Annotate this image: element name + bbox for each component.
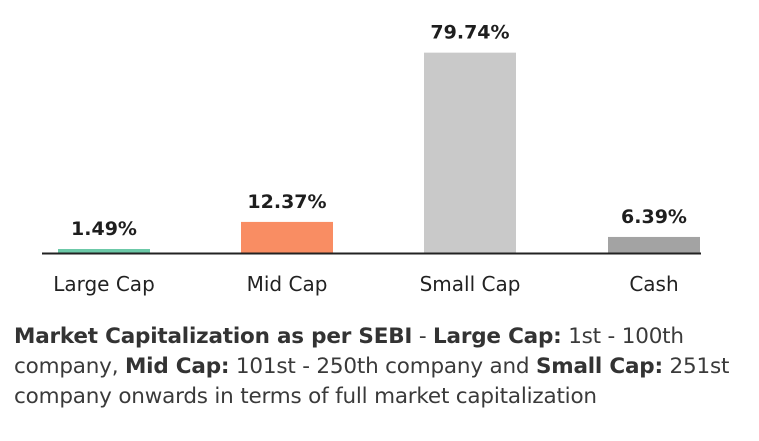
data-label-large-cap: 1.49% xyxy=(71,218,137,240)
footnote-heading: Market Capitalization as per SEBI xyxy=(14,324,413,349)
category-label-mid-cap: Mid Cap xyxy=(247,272,328,296)
bar-cash xyxy=(608,236,700,253)
footnote-small-cap-term: Small Cap: xyxy=(535,354,663,379)
category-label-cash: Cash xyxy=(629,272,678,296)
footnote-mid-cap-term: Mid Cap: xyxy=(124,354,230,379)
category-label-large-cap: Large Cap xyxy=(53,272,155,296)
footnote-separator: - xyxy=(412,324,434,349)
footnote-small-cap-definition: 251st company onwards in terms of full m… xyxy=(14,354,730,409)
data-label-mid-cap: 12.37% xyxy=(247,191,326,213)
footnote-large-cap-definition: 1st - 100th company, xyxy=(14,324,684,379)
allocation-bar-chart: 1.49% Large Cap 12.37% Mid Cap 79.74% Small C… xyxy=(42,22,701,296)
bar-large-cap xyxy=(58,249,150,253)
data-label-cash: 6.39% xyxy=(621,206,687,228)
data-label-small-cap: 79.74% xyxy=(430,22,509,44)
footnote-large-cap-term: Large Cap: xyxy=(433,324,562,349)
bar-mid-cap xyxy=(241,221,333,253)
market-cap-footnote: Market Capitalization as per SEBI - Larg… xyxy=(14,322,749,412)
bar-small-cap xyxy=(424,52,516,253)
footnote-mid-cap-definition: 101st - 250th company and xyxy=(229,354,536,379)
category-label-small-cap: Small Cap xyxy=(420,272,521,296)
